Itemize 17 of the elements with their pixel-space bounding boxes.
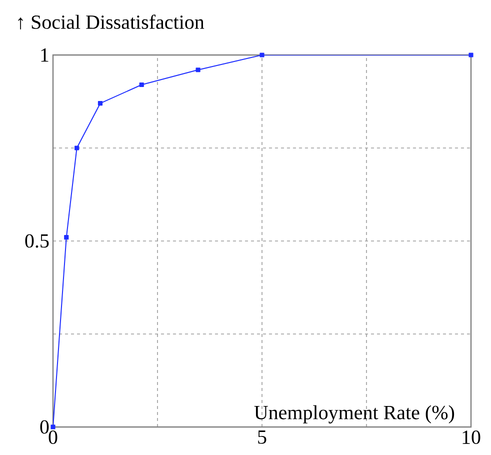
line-series bbox=[50, 52, 474, 430]
point bbox=[468, 52, 474, 58]
y-tick-label: 0 bbox=[40, 420, 49, 434]
point bbox=[74, 146, 80, 150]
x-tick-label: 10 bbox=[462, 430, 480, 444]
x-tick-label: 5 bbox=[258, 430, 266, 444]
x-tick-label: 0 bbox=[48, 430, 58, 444]
x-axis-title: Unemployment Rate (%) bbox=[254, 405, 454, 424]
y-tick-label: 0.5 bbox=[25, 234, 49, 248]
point bbox=[64, 234, 69, 240]
y-tick-label: 1 bbox=[41, 48, 48, 62]
point bbox=[139, 82, 144, 88]
y-axis-title: ↑ Social Dissatisfaction bbox=[18, 14, 204, 30]
point bbox=[196, 68, 200, 72]
point bbox=[260, 52, 264, 58]
point bbox=[98, 101, 103, 106]
point bbox=[50, 424, 56, 430]
